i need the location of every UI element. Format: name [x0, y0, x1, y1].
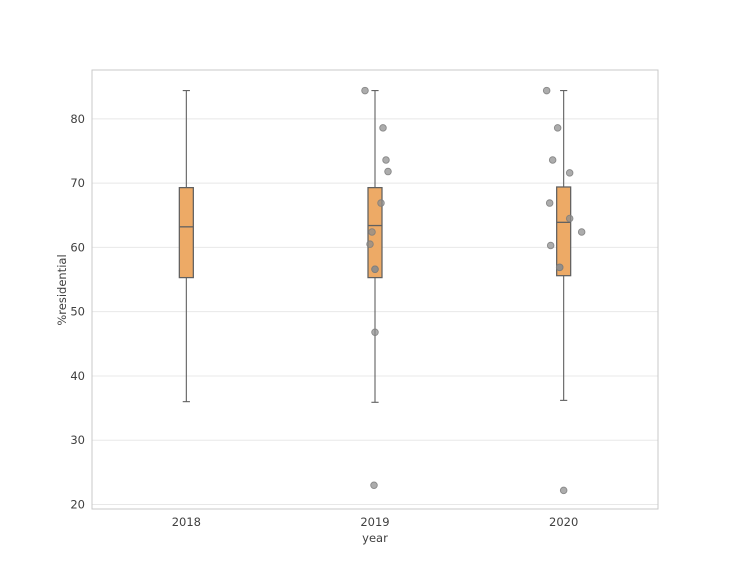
data-point	[565, 169, 574, 177]
data-point	[546, 241, 555, 250]
data-point	[542, 86, 551, 95]
box-2018	[178, 186, 194, 279]
y-tick-label: 70	[70, 176, 85, 190]
y-tick-label: 20	[70, 498, 85, 512]
box-2020	[556, 186, 572, 277]
y-tick-label: 50	[70, 305, 85, 319]
box-layer	[178, 90, 572, 403]
data-point	[366, 240, 374, 248]
y-axis-label: %residential	[55, 254, 69, 325]
data-point	[553, 124, 562, 132]
data-point	[545, 199, 554, 207]
data-point	[379, 124, 387, 132]
y-tick-label: 40	[70, 369, 85, 383]
data-point	[361, 86, 369, 95]
plot-border	[91, 69, 659, 510]
point-layer	[361, 86, 586, 495]
y-tick-label: 80	[70, 112, 85, 126]
data-point	[565, 214, 574, 223]
data-point	[577, 228, 586, 236]
x-tick-label: 2019	[360, 515, 389, 529]
x-axis-label: year	[362, 531, 388, 545]
data-point	[370, 481, 378, 489]
data-point	[382, 156, 390, 164]
axis-layer: 20 30 40 50 60 70 80 2018 2019 2020	[70, 69, 659, 529]
x-tick-label: 2018	[172, 515, 201, 529]
data-point	[371, 328, 379, 336]
data-point	[384, 167, 392, 176]
y-tick-label: 30	[70, 433, 85, 447]
data-point	[371, 265, 379, 274]
data-point	[548, 156, 557, 164]
x-tick-label: 2020	[549, 515, 578, 529]
data-point	[377, 199, 385, 207]
data-point	[559, 486, 568, 495]
data-point	[555, 263, 564, 272]
data-point	[368, 228, 376, 236]
y-tick-label: 60	[70, 240, 85, 254]
